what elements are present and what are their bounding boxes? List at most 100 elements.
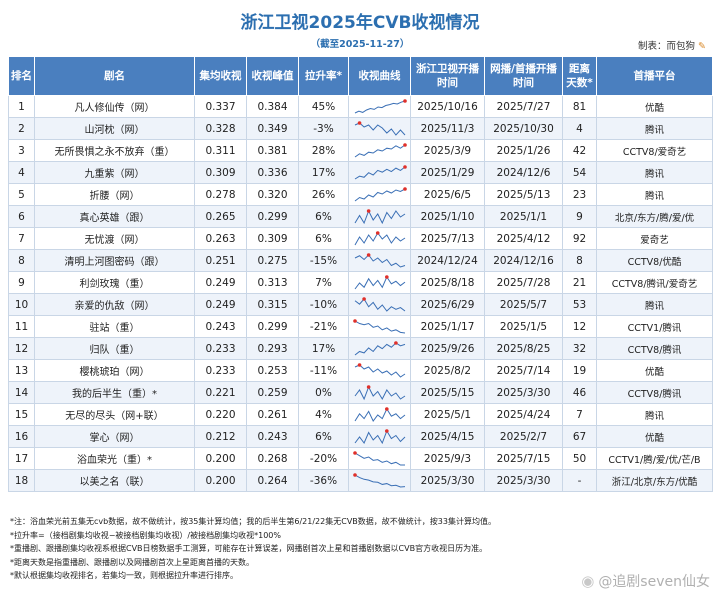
lift-rate-cell: 0% <box>298 381 349 404</box>
days-gap-cell: 4 <box>562 117 597 140</box>
table-row: 11 驻站（重） 0.243 0.299 -21% 2025/1/17 2025/1/5 12… <box>8 315 713 338</box>
sparkline-chart <box>354 208 405 224</box>
platform-cell: CCTV8/优酷 <box>596 249 713 272</box>
sparkline-line <box>354 188 405 201</box>
page-title: 浙江卫视2025年CVB收视情况 <box>240 13 480 33</box>
peak-rating-cell: 0.293 <box>246 337 299 360</box>
footnote: *拉升率=（接档剧集均收视−被接档剧集均收视）/被接档剧集均收视*100% <box>10 530 281 540</box>
tv-premiere-cell: 2025/1/10 <box>410 205 485 228</box>
peak-rating-cell: 0.299 <box>246 205 299 228</box>
sparkline-line <box>354 231 405 245</box>
footnote: *距离天数是指重播剧、跟播剧以及网播剧首次上星距离首播的天数。 <box>10 557 254 567</box>
sparkline-chart <box>354 340 405 355</box>
sparkline-chart <box>354 98 407 113</box>
table-row: 14 我的后半生（重）* 0.221 0.259 0% 2025/5/15 2025/3/3… <box>8 381 713 404</box>
table-row: 13 樱桃琥珀（网） 0.233 0.253 -11% 2025/8/2 2025/7/14… <box>8 359 713 382</box>
sparkline-line <box>354 100 405 113</box>
peak-rating-cell: 0.261 <box>246 403 299 426</box>
peak-rating-cell: 0.259 <box>246 381 299 404</box>
rating-curve-cell <box>348 425 411 448</box>
drama-name-cell: 无尽的尽头（网+联） <box>34 403 195 426</box>
tv-premiere-cell: 2025/11/3 <box>410 117 485 140</box>
table-row: 15 无尽的尽头（网+联） 0.220 0.261 4% 2025/5/1 2025/4/2… <box>8 403 713 426</box>
rating-curve-cell <box>348 205 411 228</box>
days-gap-cell: 54 <box>562 161 597 184</box>
net-premiere-cell: 2025/7/27 <box>484 95 563 118</box>
lift-rate-cell: 17% <box>298 161 349 184</box>
days-gap-cell: 8 <box>562 249 597 272</box>
sparkline-line <box>354 297 405 312</box>
platform-cell: CCTV8/爱奇艺 <box>596 139 713 162</box>
sparkline-line <box>354 474 405 488</box>
platform-cell: 腾讯 <box>596 293 713 316</box>
rating-curve-cell <box>348 249 411 272</box>
table-row: 10 亲爱的仇敌（网） 0.249 0.315 -10% 2025/6/29 2025/5/… <box>8 293 713 316</box>
sparkline-chart <box>354 274 405 289</box>
header-days: 距离天数* <box>562 56 597 96</box>
peak-rating-cell: 0.243 <box>246 425 299 448</box>
drama-name-cell: 掌心（网） <box>34 425 195 448</box>
sparkline-line <box>354 209 405 224</box>
drama-name-cell: 凡人修仙传（网） <box>34 95 195 118</box>
watermark: ◉ @追剧seven仙女 <box>581 571 710 591</box>
drama-name-cell: 以美之名（联） <box>34 469 195 492</box>
sparkline-line <box>354 429 405 444</box>
tv-premiere-cell: 2025/5/1 <box>410 403 485 426</box>
lift-rate-cell: -21% <box>298 315 349 338</box>
avg-rating-cell: 0.265 <box>194 205 247 228</box>
footnote: *重播剧、跟播剧集均收视系根据CVB日榜数据手工测算，可能存在计算误差，网播剧首… <box>10 544 488 554</box>
sparkline-peak-dot <box>366 252 370 257</box>
lift-rate-cell: -36% <box>298 469 349 492</box>
avg-rating-cell: 0.337 <box>194 95 247 118</box>
net-premiere-cell: 2024/12/6 <box>484 161 563 184</box>
days-gap-cell: 53 <box>562 293 597 316</box>
peak-rating-cell: 0.309 <box>246 227 299 250</box>
net-premiere-cell: 2024/12/16 <box>484 249 563 272</box>
sparkline-chart <box>354 362 405 378</box>
rank-cell: 11 <box>8 315 35 338</box>
sparkline-chart <box>354 230 405 245</box>
avg-rating-cell: 0.278 <box>194 183 247 206</box>
rank-cell: 17 <box>8 447 35 470</box>
avg-rating-cell: 0.263 <box>194 227 247 250</box>
header-rank: 排名 <box>8 56 35 96</box>
lift-rate-cell: 6% <box>298 425 349 448</box>
lift-rate-cell: 45% <box>298 95 349 118</box>
tv-premiere-cell: 2025/6/5 <box>410 183 485 206</box>
days-gap-cell: - <box>562 469 597 492</box>
rank-cell: 3 <box>8 139 35 162</box>
peak-rating-cell: 0.384 <box>246 95 299 118</box>
avg-rating-cell: 0.243 <box>194 315 247 338</box>
rank-cell: 18 <box>8 469 35 492</box>
avg-rating-cell: 0.251 <box>194 249 247 272</box>
sparkline-peak-dot <box>384 428 389 433</box>
avg-rating-cell: 0.249 <box>194 293 247 316</box>
rating-curve-cell <box>348 183 411 206</box>
sparkline-peak-dot <box>361 296 366 301</box>
tv-premiere-cell: 2025/4/15 <box>410 425 485 448</box>
peak-rating-cell: 0.275 <box>246 249 299 272</box>
net-premiere-cell: 2025/7/28 <box>484 271 563 294</box>
avg-rating-cell: 0.249 <box>194 271 247 294</box>
lift-rate-cell: -11% <box>298 359 349 382</box>
sparkline-line <box>354 121 405 136</box>
sparkline-peak-dot <box>402 186 407 191</box>
drama-name-cell: 樱桃琥珀（网） <box>34 359 195 382</box>
table-row: 18 以美之名（联） 0.200 0.264 -36% 2025/3/30 2025/3/3… <box>8 469 713 492</box>
lift-rate-cell: 17% <box>298 337 349 360</box>
rating-curve-cell <box>348 117 411 140</box>
platform-cell: CCTV1/腾讯 <box>596 315 713 338</box>
net-premiere-cell: 2025/4/24 <box>484 403 563 426</box>
sparkline-peak-dot <box>402 164 407 169</box>
sparkline-line <box>354 407 405 422</box>
net-premiere-cell: 2025/3/30 <box>484 381 563 404</box>
days-gap-cell: 19 <box>562 359 597 382</box>
rank-cell: 7 <box>8 227 35 250</box>
watermark-text: @追剧seven仙女 <box>598 574 710 590</box>
peak-rating-cell: 0.349 <box>246 117 299 140</box>
peak-rating-cell: 0.299 <box>246 315 299 338</box>
tv-premiere-cell: 2025/6/29 <box>410 293 485 316</box>
tv-premiere-cell: 2025/9/3 <box>410 447 485 470</box>
net-premiere-cell: 2025/3/30 <box>484 469 563 492</box>
net-premiere-cell: 2025/1/26 <box>484 139 563 162</box>
